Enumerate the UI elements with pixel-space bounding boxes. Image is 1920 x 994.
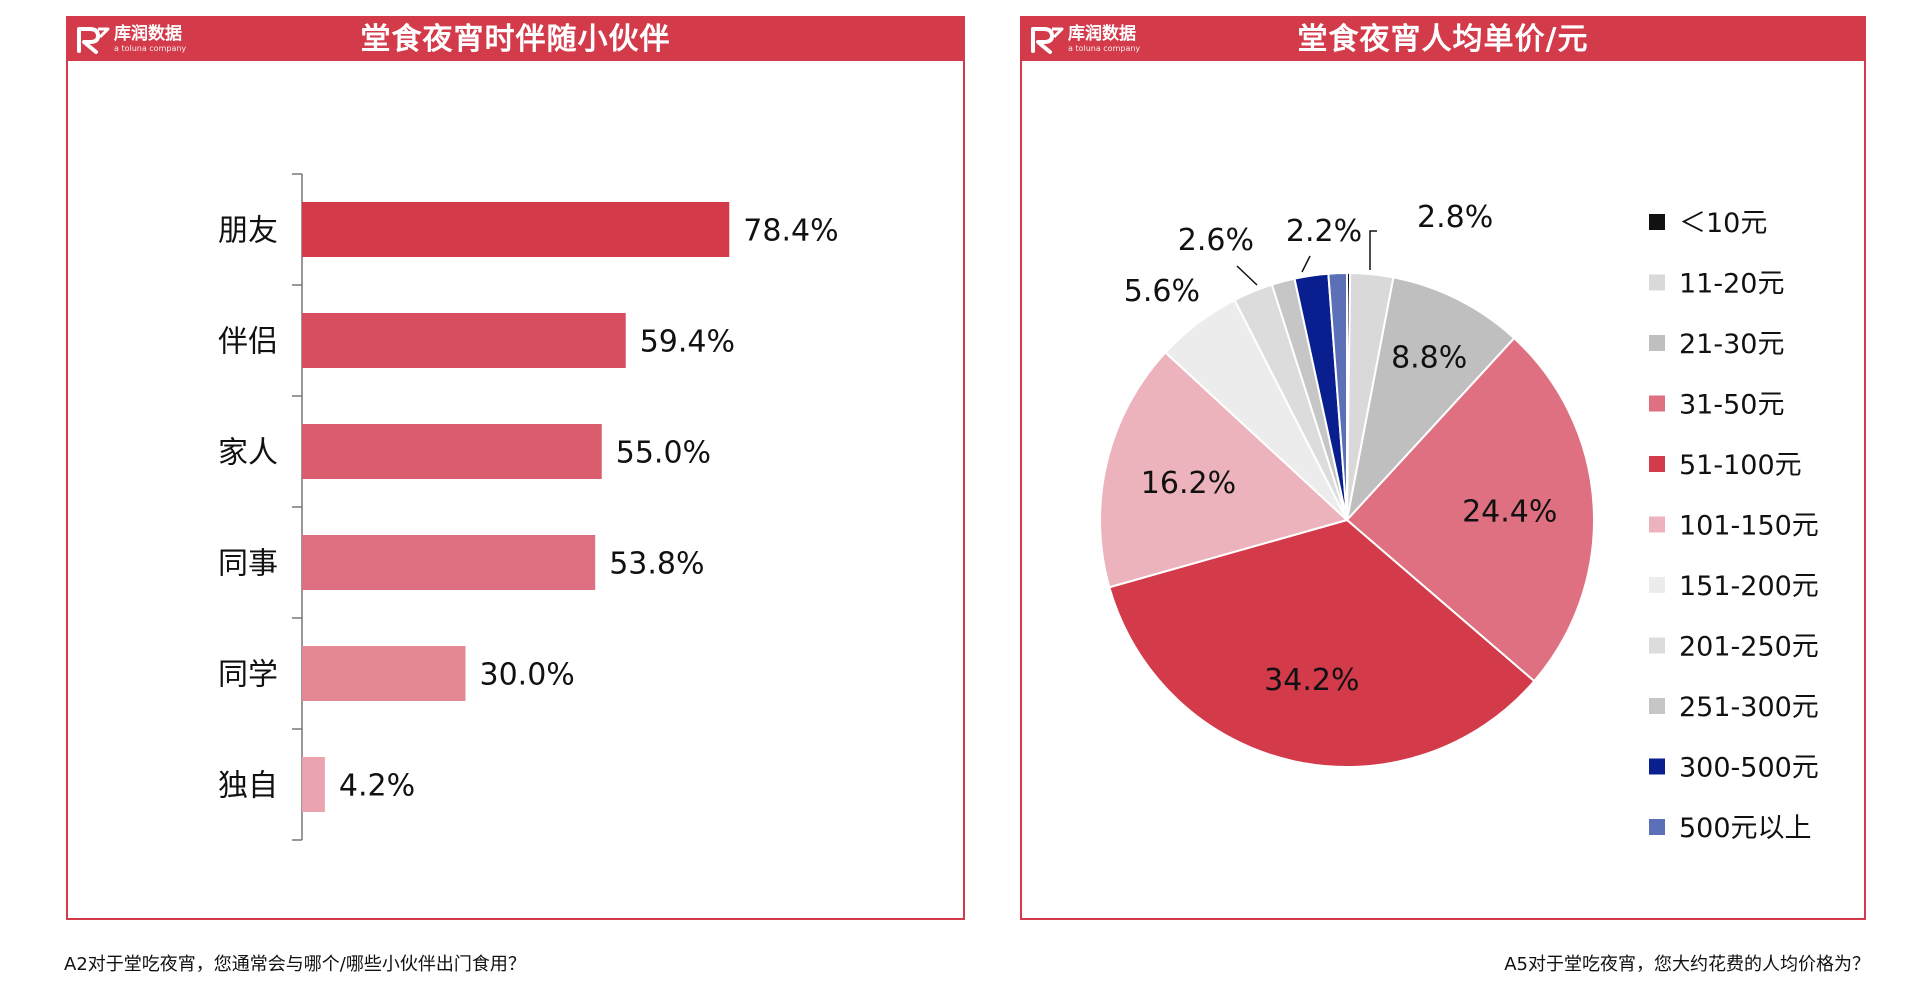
bar [302, 646, 466, 701]
legend-swatch [1649, 516, 1665, 533]
footnote-right: A5对于堂吃夜宵，您大约花费的人均价格为？ [1504, 954, 1870, 975]
pie-slice [1108, 518, 1536, 768]
legend-label: 101-150元 [1679, 511, 1819, 542]
category-label: 同事 [218, 547, 278, 582]
pie-slice [1327, 271, 1348, 521]
legend-label: 11-20元 [1679, 269, 1784, 300]
legend-label: 201-250元 [1679, 632, 1819, 663]
legend-swatch [1649, 637, 1665, 654]
panel-header: 库润数据 a toluna company 堂食夜宵时伴随小伙伴 [68, 18, 963, 61]
legend-swatch [1649, 758, 1665, 775]
legend-label: 21-30元 [1679, 329, 1784, 360]
category-label: 家人 [218, 436, 278, 471]
bar [302, 757, 325, 812]
pie-chart-panel: 库润数据 a toluna company 堂食夜宵人均单价/元 2.8% 8.8… [1020, 16, 1866, 920]
bar-chart: 朋友 78.4% 伴侣 59.4% 家人 55.0% 同事 53.8% 同学 30.0% 独自 4.2… [218, 173, 839, 841]
legend-swatch [1649, 335, 1665, 351]
logo-name: 库润数据 [1068, 24, 1136, 44]
value-label: 78.4% [743, 214, 838, 249]
legend-swatch [1649, 395, 1665, 412]
slice-value-label: 16.2% [1141, 466, 1236, 501]
value-label: 4.2% [339, 769, 415, 804]
legend-swatch [1649, 698, 1665, 714]
value-label: 53.8% [609, 547, 704, 582]
slice-value-label: 24.4% [1462, 495, 1557, 530]
pie-slice [1345, 276, 1516, 524]
legend-swatch [1649, 456, 1665, 472]
category-label: 伴侣 [218, 325, 278, 360]
panel-title: 堂食夜宵时伴随小伙伴 [360, 22, 671, 57]
slice-value-label: 2.2% [1286, 214, 1362, 249]
slice-value-label: 2.8% [1417, 200, 1493, 235]
pie-slice [1099, 351, 1349, 589]
logo-mark-icon [77, 26, 110, 54]
legend-swatch [1649, 819, 1665, 835]
slice-value-label: 8.8% [1391, 341, 1467, 376]
bar [302, 313, 626, 368]
legend-label: ＜10元 [1679, 208, 1767, 239]
value-label: 59.4% [640, 325, 735, 360]
logo: 库润数据 a toluna company [1030, 23, 1140, 56]
legend-swatch [1649, 577, 1665, 593]
logo-subtitle: a toluna company [1068, 44, 1141, 53]
category-label: 独自 [218, 769, 278, 804]
logo-name: 库润数据 [114, 24, 182, 44]
logo-mark-icon [1031, 26, 1064, 54]
legend-label: 251-300元 [1679, 692, 1819, 723]
panel-header: 库润数据 a toluna company 堂食夜宵人均单价/元 [1022, 18, 1864, 61]
legend-swatch [1649, 214, 1665, 230]
bar-chart-panel: 库润数据 a toluna company 堂食夜宵时伴随小伙伴 朋友 78.4%… [66, 16, 965, 920]
logo: 库润数据 a toluna company [76, 23, 186, 56]
value-label: 55.0% [616, 436, 711, 471]
bar [302, 424, 602, 479]
bar [302, 535, 596, 590]
panel-title: 堂食夜宵人均单价/元 [1297, 22, 1589, 57]
legend-label: 300-500元 [1679, 753, 1819, 784]
legend-label: 31-50元 [1679, 390, 1784, 421]
leader-line [1236, 265, 1258, 286]
slice-value-label: 5.6% [1124, 274, 1200, 309]
legend-swatch [1649, 274, 1665, 291]
slice-value-label: 2.6% [1178, 223, 1254, 258]
logo-subtitle: a toluna company [114, 44, 187, 53]
footnote-left: A2对于堂吃夜宵，您通常会与哪个/哪些小伙伴出门食用？ [64, 954, 526, 975]
legend-label: 151-200元 [1679, 571, 1819, 602]
value-label: 30.0% [480, 658, 575, 693]
slice-value-label: 34.2% [1264, 663, 1359, 698]
legend-label: 51-100元 [1679, 450, 1802, 481]
leader-line [1369, 230, 1377, 270]
bar [302, 202, 730, 257]
category-label: 朋友 [218, 214, 278, 249]
category-label: 同学 [218, 658, 278, 693]
pie-slice [1345, 336, 1595, 683]
leader-line [1301, 255, 1311, 273]
pie-chart: 2.8% 8.8% 24.4% 34.2% 16.2% 5.6% 2.6% 2.2% ＜10元 1… [1099, 200, 1819, 844]
legend-label: 500元以上 [1679, 813, 1812, 844]
